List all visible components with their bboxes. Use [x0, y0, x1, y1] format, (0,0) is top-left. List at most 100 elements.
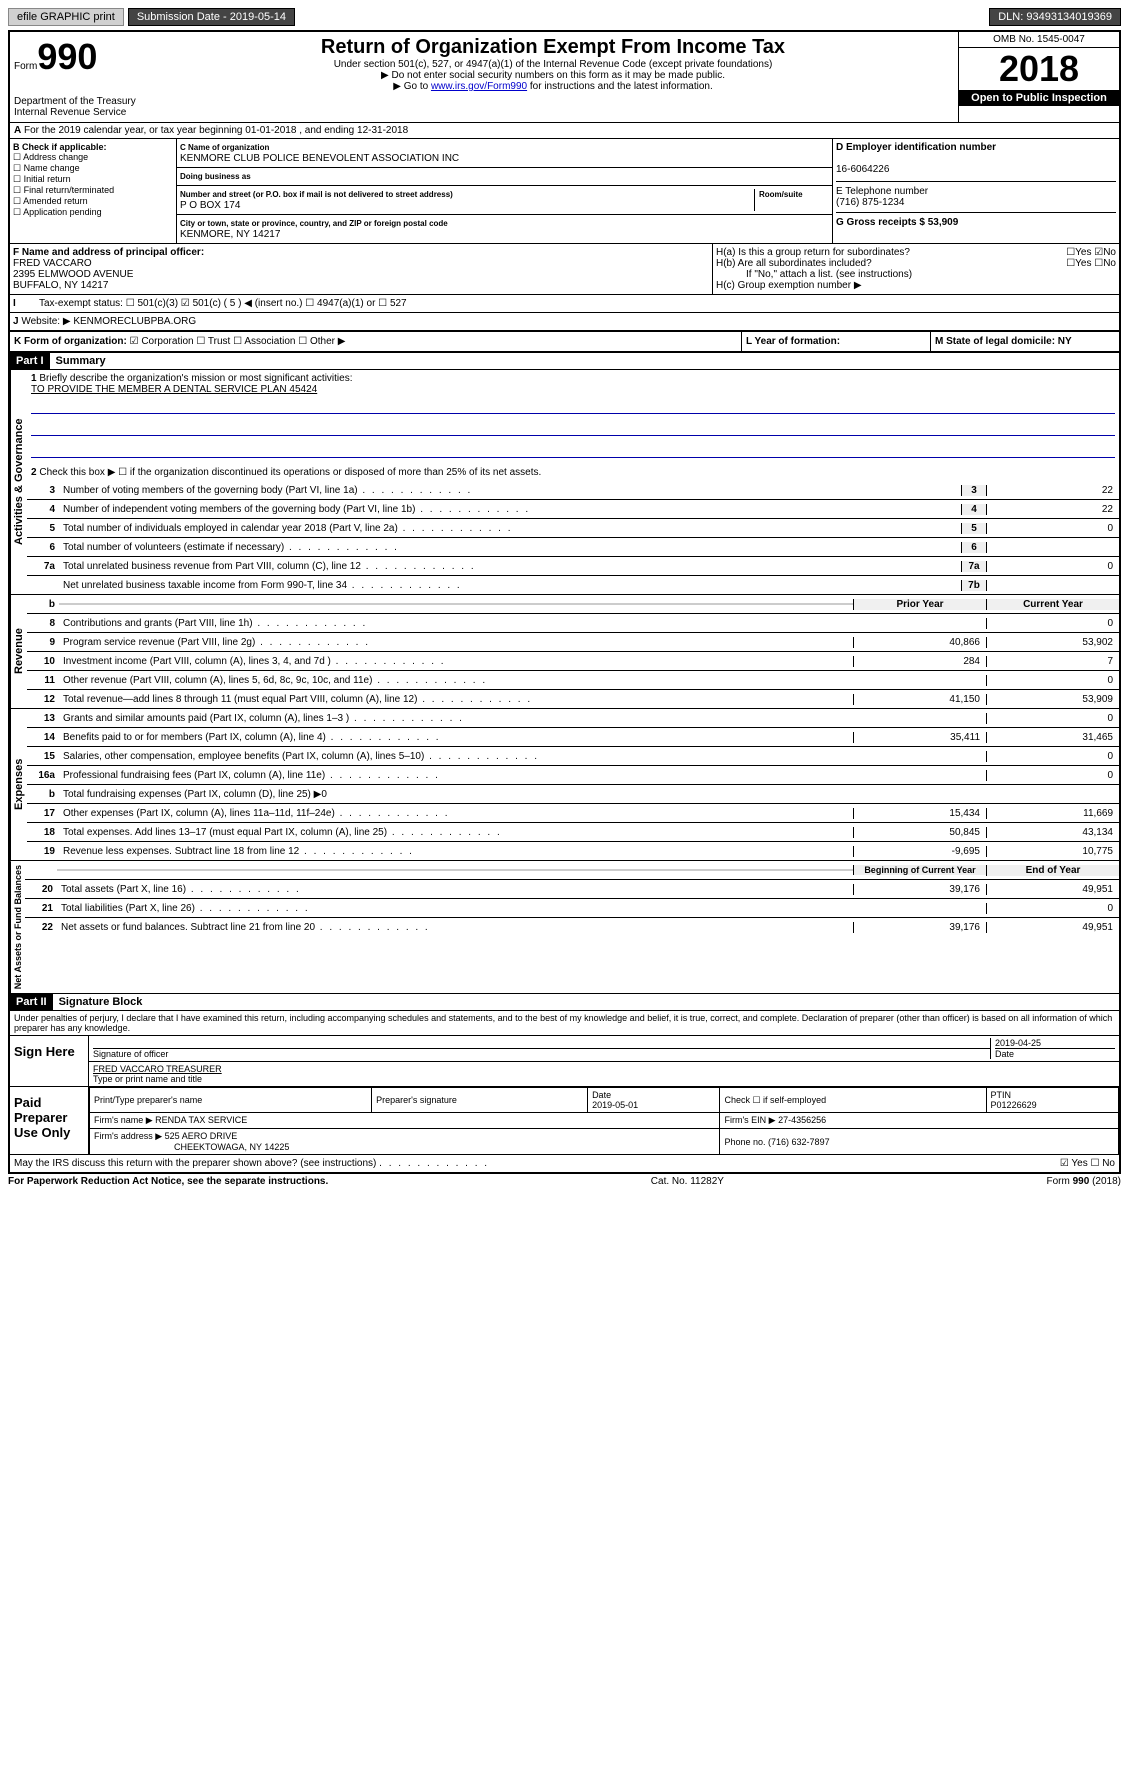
row-j: J Website: ▶ KENMORECLUBPBA.ORG	[10, 313, 1119, 332]
prep-date-hdr: Date	[592, 1090, 611, 1100]
q2-text: Check this box ▶ ☐ if the organization d…	[39, 467, 541, 478]
firm-addr: 525 AERO DRIVE	[165, 1131, 238, 1141]
room-label: Room/suite	[759, 190, 803, 199]
phone: (716) 875-1234	[836, 197, 904, 208]
line-a: A For the 2019 calendar year, or tax yea…	[10, 123, 1119, 139]
dln: DLN: 93493134019369	[989, 8, 1121, 26]
check-amended[interactable]: ☐ Amended return	[13, 196, 173, 207]
row-klm: K Form of organization: ☑ Corporation ☐ …	[10, 332, 1119, 352]
addr-label: Number and street (or P.O. box if mail i…	[180, 190, 453, 199]
discuss-row: May the IRS discuss this return with the…	[10, 1154, 1119, 1172]
col-b-checks: B Check if applicable: ☐ Address change …	[10, 139, 177, 243]
table-row: 15Salaries, other compensation, employee…	[27, 747, 1119, 766]
form-ref: Form 990 (2018)	[1047, 1176, 1122, 1187]
website: KENMORECLUBPBA.ORG	[73, 316, 196, 327]
firm-phone-lbl: Phone no.	[724, 1137, 765, 1147]
ptin: P01226629	[991, 1100, 1037, 1110]
table-row: 9Program service revenue (Part VIII, lin…	[27, 633, 1119, 652]
section-abc: B Check if applicable: ☐ Address change …	[10, 139, 1119, 244]
irs-link[interactable]: www.irs.gov/Form990	[431, 81, 527, 92]
end-hdr: End of Year	[986, 865, 1119, 876]
b-label: B Check if applicable:	[13, 142, 173, 152]
table-row: 5Total number of individuals employed in…	[27, 519, 1119, 538]
table-row: 22Net assets or fund balances. Subtract …	[25, 918, 1119, 936]
beginning-hdr: Beginning of Current Year	[853, 865, 986, 875]
opt-trust[interactable]: Trust	[208, 336, 230, 347]
row-i: I Tax-exempt status: ☐ 501(c)(3) ☑ 501(c…	[10, 295, 1119, 313]
department: Department of the Treasury Internal Reve…	[14, 96, 144, 118]
ptin-hdr: PTIN	[991, 1090, 1012, 1100]
org-name: KENMORE CLUB POLICE BENEVOLENT ASSOCIATI…	[180, 153, 459, 164]
top-bar: efile GRAPHIC print Submission Date - 20…	[8, 8, 1121, 26]
check-pending[interactable]: ☐ Application pending	[13, 207, 173, 218]
q1-text: Briefly describe the organization's miss…	[39, 373, 352, 384]
opt-527[interactable]: 527	[390, 298, 407, 309]
sig-label: Signature of officer	[93, 1049, 168, 1059]
firm-addr2: CHEEKTOWAGA, NY 14225	[94, 1142, 289, 1152]
col-deg: D Employer identification number16-60642…	[833, 139, 1119, 243]
table-row: 14Benefits paid to or for members (Part …	[27, 728, 1119, 747]
ein-label: D Employer identification number	[836, 142, 996, 153]
dba-label: Doing business as	[180, 172, 251, 181]
discuss-yes-no[interactable]: ☑ Yes ☐ No	[1060, 1158, 1115, 1169]
part2-badge: Part II	[10, 994, 53, 1010]
prep-self-hdr[interactable]: Check ☐ if self-employed	[720, 1088, 986, 1113]
open-inspection: Open to Public Inspection	[959, 90, 1119, 106]
signer-name: FRED VACCARO TREASURER	[93, 1064, 222, 1074]
section-fh: F Name and address of principal officer:…	[10, 244, 1119, 295]
table-row: 16aProfessional fundraising fees (Part I…	[27, 766, 1119, 785]
q1-row: 1 Briefly describe the organization's mi…	[27, 370, 1119, 464]
part1-header: Part I Summary	[10, 352, 1119, 369]
expenses-label: Expenses	[10, 709, 27, 860]
opt-corp[interactable]: Corporation	[141, 336, 193, 347]
form-label: Form	[14, 61, 37, 72]
form-title: Return of Organization Exempt From Incom…	[152, 36, 954, 59]
name-type-label: Type or print name and title	[93, 1074, 202, 1084]
sign-here-label: Sign Here	[10, 1036, 88, 1086]
k-label: K Form of organization:	[14, 336, 127, 347]
check-initial[interactable]: ☐ Initial return	[13, 174, 173, 185]
firm-name-lbl: Firm's name ▶	[94, 1115, 153, 1125]
check-address[interactable]: ☐ Address change	[13, 152, 173, 163]
tax-status-label: Tax-exempt status:	[39, 298, 123, 309]
sign-here-section: Sign Here Signature of officer2019-04-25…	[10, 1035, 1119, 1086]
paperwork-notice: For Paperwork Reduction Act Notice, see …	[8, 1176, 328, 1187]
tax-year: 2018	[959, 48, 1119, 90]
check-name[interactable]: ☐ Name change	[13, 163, 173, 174]
q1-value: TO PROVIDE THE MEMBER A DENTAL SERVICE P…	[31, 384, 317, 395]
city-label: City or town, state or province, country…	[180, 219, 448, 228]
name-label: C Name of organization	[180, 143, 269, 152]
table-row: 17Other expenses (Part IX, column (A), l…	[27, 804, 1119, 823]
opt-501c[interactable]: 501(c) ( 5 ) ◀ (insert no.)	[193, 298, 303, 309]
table-row: 19Revenue less expenses. Subtract line 1…	[27, 842, 1119, 860]
table-row: bTotal fundraising expenses (Part IX, co…	[27, 785, 1119, 804]
table-row: 8Contributions and grants (Part VIII, li…	[27, 614, 1119, 633]
table-row: 3Number of voting members of the governi…	[27, 481, 1119, 500]
opt-501c3[interactable]: 501(c)(3)	[137, 298, 178, 309]
prior-year-hdr: Prior Year	[853, 599, 986, 610]
paid-preparer-section: Paid Preparer Use Only Print/Type prepar…	[10, 1086, 1119, 1154]
revenue-label: Revenue	[10, 595, 27, 708]
prep-name-hdr: Print/Type preparer's name	[90, 1088, 372, 1113]
table-row: 18Total expenses. Add lines 13–17 (must …	[27, 823, 1119, 842]
firm-addr-lbl: Firm's address ▶	[94, 1131, 162, 1141]
submission-date: Submission Date - 2019-05-14	[128, 8, 295, 26]
col-c-name: C Name of organizationKENMORE CLUB POLIC…	[177, 139, 833, 243]
table-row: 20Total assets (Part X, line 16) 39,1764…	[25, 880, 1119, 899]
officer-label: F Name and address of principal officer:	[13, 247, 204, 258]
l-label: L Year of formation:	[746, 336, 840, 347]
efile-button[interactable]: efile GRAPHIC print	[8, 8, 124, 26]
gross-receipts: G Gross receipts $ 53,909	[836, 217, 958, 228]
opt-other[interactable]: Other ▶	[310, 336, 345, 347]
firm-name: RENDA TAX SERVICE	[155, 1115, 247, 1125]
revenue-section: Revenue b Prior Year Current Year 8Contr…	[10, 594, 1119, 708]
check-final[interactable]: ☐ Final return/terminated	[13, 185, 173, 196]
preparer-table: Print/Type preparer's name Preparer's si…	[89, 1087, 1119, 1154]
omb: OMB No. 1545-0047	[959, 32, 1119, 48]
table-row: Net unrelated business taxable income fr…	[27, 576, 1119, 594]
current-year-hdr: Current Year	[986, 599, 1119, 610]
opt-4947[interactable]: 4947(a)(1) or	[317, 298, 375, 309]
table-row: 4Number of independent voting members of…	[27, 500, 1119, 519]
opt-assoc[interactable]: Association	[244, 336, 295, 347]
org-addr: P O BOX 174	[180, 200, 240, 211]
